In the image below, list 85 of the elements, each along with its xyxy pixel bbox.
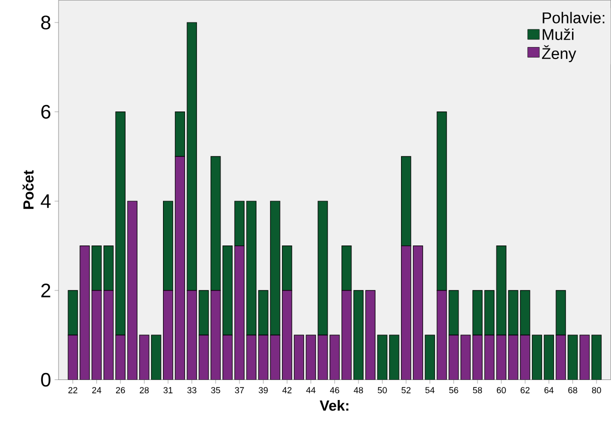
bar [234,201,245,246]
bar [556,290,566,336]
bar [222,335,233,380]
bar [234,246,245,380]
x-tick-label: 42 [282,387,292,394]
bar [460,335,471,380]
x-tick-label: 68 [568,387,578,394]
x-tick-label: 44 [306,387,316,394]
legend-label: Muži [542,28,574,40]
x-tick-label: 52 [402,387,411,394]
bar [401,246,412,380]
bar [151,335,162,380]
bar [353,290,364,380]
bar [127,201,138,380]
bar [484,290,494,336]
y-axis-title: Počet [22,170,34,210]
bar [270,201,280,336]
y-tick-label: 6 [41,105,50,119]
bar [162,201,174,291]
x-tick-label: 64 [544,387,554,394]
x-tick-label: 24 [92,387,102,394]
bar [520,335,530,380]
bar [270,335,280,380]
x-tick-label: 58 [472,387,482,394]
bar [68,335,78,380]
bar [162,290,174,380]
bar [186,22,197,291]
y-tick-label: 2 [41,284,50,298]
bar [556,335,566,380]
x-tick-label: 80 [592,387,602,394]
x-tick-label: 22 [68,387,78,394]
bar [544,335,554,380]
bar [365,290,376,380]
x-tick-label: 46 [330,387,340,394]
bar [186,290,197,380]
bar [412,246,424,380]
x-tick-label: 39 [258,387,268,394]
x-tick-label: 50 [378,387,387,394]
y-tick-label: 0 [41,373,50,387]
bar [174,112,186,157]
bar [342,290,352,380]
bar [424,335,435,380]
bar [246,201,256,336]
bar [282,246,292,291]
bar [282,290,292,380]
bar [520,290,530,336]
bar [222,246,233,336]
x-tick-label: 35 [211,387,220,394]
x-tick-label: 60 [496,387,506,394]
bar [92,246,102,291]
x-tick-label: 48 [354,387,363,394]
x-tick-label: 31 [164,387,172,394]
bar [484,335,494,380]
bar [401,156,412,246]
bar [68,290,78,336]
y-tick-label: 8 [41,16,50,30]
bar [342,246,352,291]
bar [294,335,304,380]
bar [210,290,221,380]
bar [330,335,340,380]
x-tick-label: 54 [425,387,435,394]
bar [115,112,126,336]
bar [472,335,483,380]
bar [103,246,114,291]
bar [472,290,483,336]
bar [115,335,126,380]
x-tick-label: 37 [234,387,244,394]
x-tick-label: 62 [520,387,530,394]
x-tick-label: 56 [449,387,458,394]
legend-title: Pohlavie: [542,12,604,24]
bar [210,156,221,291]
bar [92,290,102,380]
legend-label: Ženy [542,46,576,62]
bar [103,290,114,380]
x-tick-label: 28 [140,387,149,394]
bar [306,335,316,380]
bar [532,335,542,380]
y-tick-label: 4 [40,194,51,208]
bar [246,335,256,380]
x-tick-label: 33 [187,387,196,394]
bar [580,335,590,380]
bar [591,335,602,380]
x-axis-title: Vek: [320,400,348,411]
bar [174,156,186,380]
x-tick-label: 26 [116,387,125,394]
